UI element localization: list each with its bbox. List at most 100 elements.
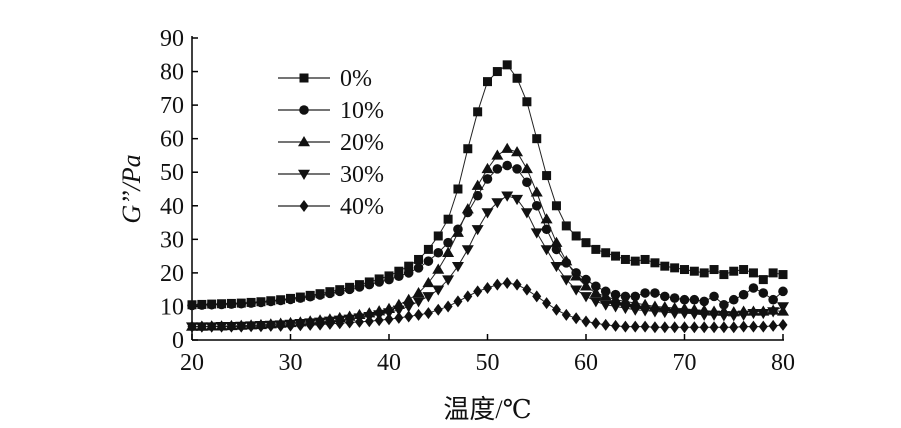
data-point xyxy=(463,144,473,154)
data-point xyxy=(542,297,552,310)
data-point xyxy=(451,226,464,237)
data-point xyxy=(491,198,504,209)
data-point xyxy=(699,268,709,278)
data-point xyxy=(501,191,514,202)
data-point xyxy=(433,231,443,241)
data-point xyxy=(542,171,552,181)
data-point xyxy=(502,60,512,70)
data-point xyxy=(453,295,463,308)
y-tick-label: 30 xyxy=(160,227,184,253)
data-point xyxy=(374,314,384,327)
data-point xyxy=(246,298,256,308)
data-point xyxy=(768,294,778,305)
data-point xyxy=(737,310,750,321)
data-point xyxy=(680,321,689,334)
data-point xyxy=(335,317,345,330)
data-point xyxy=(345,316,355,329)
legend-item: 0% xyxy=(278,66,372,92)
data-point xyxy=(679,294,690,305)
x-tick-label: 40 xyxy=(377,350,401,376)
data-point xyxy=(748,320,758,333)
data-point xyxy=(413,263,424,273)
data-point xyxy=(492,164,503,174)
data-point xyxy=(629,305,642,316)
data-point xyxy=(660,321,670,334)
data-point xyxy=(560,275,573,286)
data-point xyxy=(668,308,681,320)
data-point xyxy=(197,320,207,333)
data-point xyxy=(443,300,453,313)
data-point xyxy=(266,319,276,332)
data-point xyxy=(532,134,542,144)
data-point xyxy=(650,258,660,268)
data-point xyxy=(680,265,689,275)
data-point xyxy=(481,162,494,174)
data-point xyxy=(747,308,760,320)
data-point xyxy=(530,228,543,239)
data-point xyxy=(570,285,583,296)
data-point xyxy=(217,320,227,333)
data-point xyxy=(670,321,680,334)
legend-label: 10% xyxy=(340,98,384,124)
data-point xyxy=(581,238,591,248)
data-point xyxy=(571,312,581,325)
data-point xyxy=(709,321,719,334)
data-point xyxy=(402,293,415,304)
plot-area: 20 30 40 50 60 70 80 0 10 20 30 40 50 60 70 80 90 xyxy=(160,26,795,376)
data-point xyxy=(295,319,305,332)
x-tick-label: 80 xyxy=(771,350,795,376)
data-point xyxy=(422,276,435,288)
data-point xyxy=(511,194,524,206)
data-point xyxy=(216,299,227,310)
data-point xyxy=(739,320,749,333)
data-point xyxy=(443,214,453,224)
data-point xyxy=(609,293,622,304)
data-point xyxy=(640,254,650,264)
data-point xyxy=(463,290,473,303)
data-point xyxy=(640,288,650,298)
data-point xyxy=(581,315,591,328)
data-point xyxy=(658,307,671,319)
data-point xyxy=(540,213,553,224)
data-point xyxy=(276,319,286,332)
legend-marker xyxy=(298,169,310,180)
data-point xyxy=(768,268,778,278)
data-point xyxy=(354,315,364,328)
data-point xyxy=(423,244,433,254)
data-point xyxy=(531,200,542,211)
data-point xyxy=(325,317,335,330)
data-point xyxy=(207,320,217,333)
data-point xyxy=(709,291,719,302)
data-point xyxy=(777,302,789,313)
legend-marker xyxy=(298,136,310,147)
data-point xyxy=(404,310,414,323)
data-point xyxy=(472,190,483,201)
data-point xyxy=(453,184,463,194)
data-point xyxy=(619,295,632,306)
x-axis-title: 温度/℃ xyxy=(443,395,531,424)
data-point xyxy=(423,307,433,320)
data-point xyxy=(384,274,394,285)
x-tick-label: 30 xyxy=(279,350,303,376)
data-point xyxy=(619,303,632,315)
data-point xyxy=(591,281,601,292)
data-point xyxy=(738,289,749,300)
data-point xyxy=(629,297,642,308)
data-point xyxy=(620,320,630,333)
legend-label: 40% xyxy=(340,194,384,220)
data-point xyxy=(471,225,484,236)
data-point xyxy=(757,308,770,320)
data-point xyxy=(501,142,514,153)
legend-marker xyxy=(299,73,309,83)
data-point xyxy=(758,320,768,333)
y-tick-label: 60 xyxy=(160,127,184,153)
series-4 xyxy=(187,276,788,334)
data-point xyxy=(197,300,207,310)
data-point xyxy=(394,271,404,282)
data-point xyxy=(403,268,414,278)
data-point xyxy=(473,285,483,298)
data-point xyxy=(492,67,502,77)
data-point xyxy=(384,313,394,326)
data-point xyxy=(402,302,415,313)
data-point xyxy=(392,305,405,316)
